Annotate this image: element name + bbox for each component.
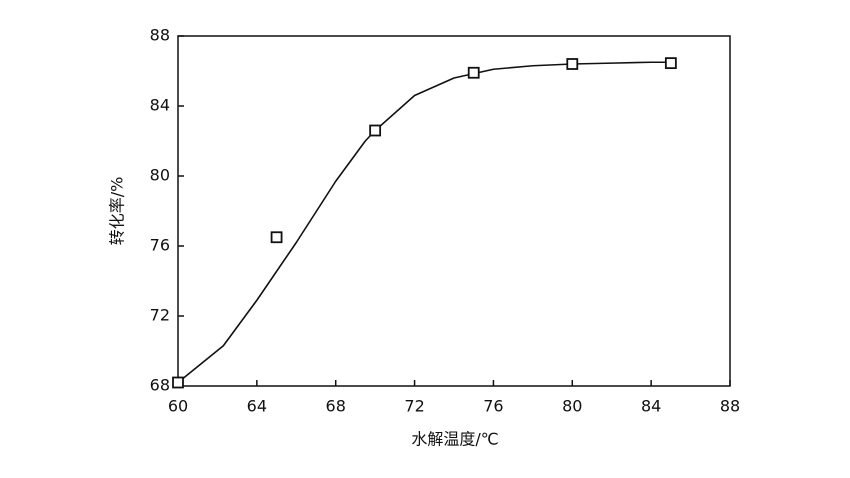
y-axis-label: 转化率/% — [108, 177, 127, 246]
x-tick-label: 60 — [168, 397, 188, 416]
x-axis-label: 水解温度/℃ — [411, 430, 498, 449]
y-tick-label: 84 — [150, 96, 170, 115]
data-point — [270, 231, 283, 244]
data-point — [172, 376, 184, 389]
y-tick-label: 88 — [150, 26, 170, 45]
data-point — [566, 58, 579, 70]
plot-frame — [177, 35, 731, 387]
y-tick-label: 80 — [150, 166, 170, 185]
y-tick-label: 72 — [150, 306, 170, 325]
data-point — [467, 66, 480, 79]
x-tick-label: 84 — [641, 397, 661, 416]
x-tick-label: 88 — [720, 397, 740, 416]
data-point — [369, 124, 382, 137]
y-tick-label: 76 — [150, 236, 170, 255]
data-point — [664, 57, 677, 70]
x-tick-label: 68 — [326, 397, 346, 416]
x-tick-label: 72 — [404, 397, 424, 416]
fit-curve — [177, 61, 671, 384]
x-tick-label: 80 — [562, 397, 582, 416]
x-tick-label: 64 — [247, 397, 267, 416]
y-tick-label: 68 — [150, 376, 170, 395]
x-tick-label: 76 — [483, 397, 503, 416]
